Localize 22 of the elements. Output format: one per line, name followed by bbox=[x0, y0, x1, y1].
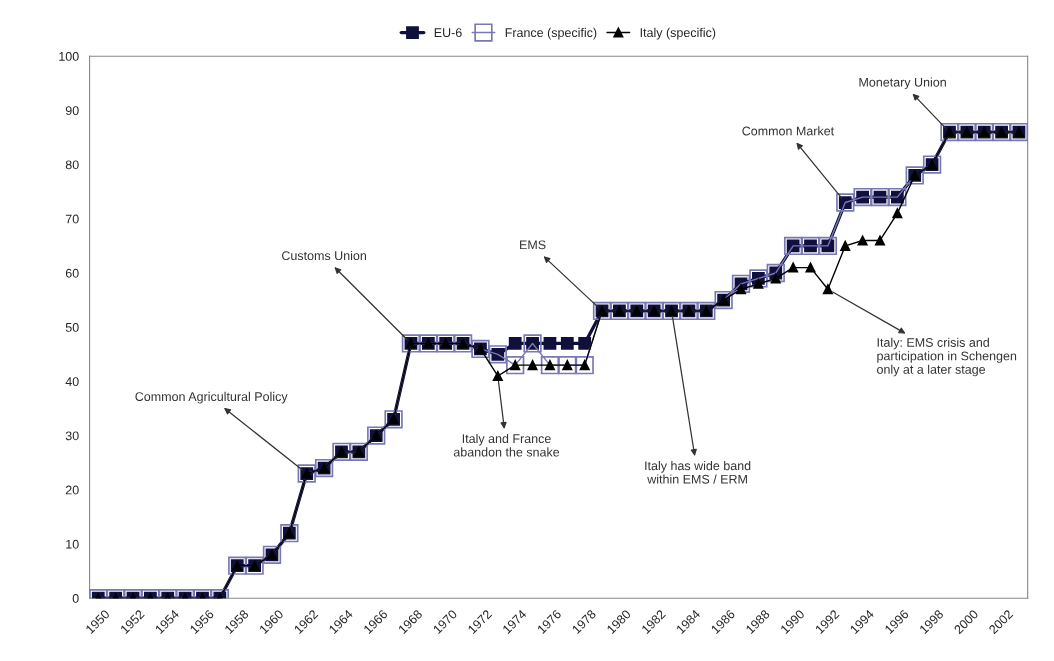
annotation: Common Agricultural Policy bbox=[135, 391, 288, 404]
annotation: Monetary Union bbox=[859, 77, 946, 90]
annotation: Customs Union bbox=[282, 250, 367, 261]
annotation: EMS bbox=[520, 240, 546, 250]
legend-label: Italy (specific) bbox=[640, 27, 716, 40]
y-tick-label: 90 bbox=[65, 106, 79, 116]
y-tick-label: 30 bbox=[65, 431, 79, 441]
annotation: Italy has wide band within EMS / ERM bbox=[645, 460, 751, 484]
y-tick-label: 60 bbox=[65, 268, 79, 278]
legend-label: France (specific) bbox=[505, 27, 597, 40]
annotation: Italy and France abandon the snake bbox=[453, 433, 560, 457]
legend-label: EU-6 bbox=[434, 28, 462, 38]
y-tick-label: 80 bbox=[65, 160, 79, 170]
y-tick-label: 20 bbox=[65, 485, 79, 495]
annotation: Italy: EMS crisis and participation in Schengen only at a later stage bbox=[877, 337, 1017, 377]
y-tick-label: 100 bbox=[59, 51, 79, 61]
y-tick-label: 70 bbox=[65, 214, 79, 224]
annotation: Common Market bbox=[742, 126, 835, 136]
y-tick-label: 40 bbox=[65, 377, 79, 387]
y-tick-label: 50 bbox=[65, 323, 79, 332]
y-tick-label: 0 bbox=[72, 594, 79, 603]
y-tick-label: 10 bbox=[66, 539, 79, 549]
